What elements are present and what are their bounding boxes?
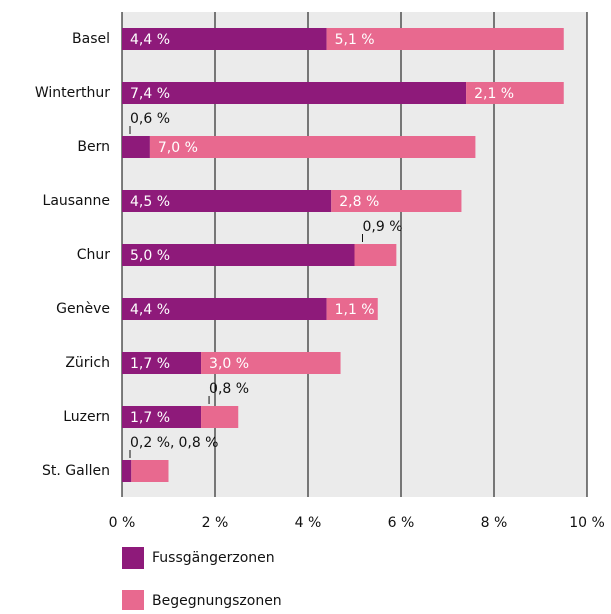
value-label: 4,5 % xyxy=(130,194,170,210)
y-tick-label: Zürich xyxy=(65,355,110,371)
value-label: 7,0 % xyxy=(158,140,198,156)
bar-segment xyxy=(326,28,564,50)
bar-segment xyxy=(122,136,150,158)
legend-label: Begegnungszonen xyxy=(152,593,282,609)
y-tick-label: Chur xyxy=(77,247,111,263)
x-tick-label: 4 % xyxy=(295,515,322,531)
value-label: 2,1 % xyxy=(474,86,514,102)
y-tick-label: Bern xyxy=(77,139,110,155)
x-tick-label: 8 % xyxy=(481,515,508,531)
value-label: 1,7 % xyxy=(130,410,170,426)
y-tick-label: Basel xyxy=(72,31,110,47)
value-label: 1,7 % xyxy=(130,356,170,372)
bar-segment xyxy=(201,406,239,428)
value-label: 0,9 % xyxy=(363,219,403,235)
bar-segment xyxy=(122,352,202,374)
x-tick-label: 10 % xyxy=(569,515,605,531)
bar-segment xyxy=(122,298,327,320)
y-tick-label: Genève xyxy=(56,301,110,317)
legend-swatch xyxy=(122,547,144,569)
value-label: 4,4 % xyxy=(130,32,170,48)
y-tick-label: Luzern xyxy=(63,409,110,425)
x-tick-label: 2 % xyxy=(202,515,229,531)
x-tick-label: 6 % xyxy=(388,515,415,531)
value-label: 5,0 % xyxy=(130,248,170,264)
bar-segment xyxy=(122,82,467,104)
bar-segment xyxy=(122,28,327,50)
value-label: 7,4 % xyxy=(130,86,170,102)
bar-segment xyxy=(326,298,378,320)
bar-segment xyxy=(122,244,355,266)
value-label: 0,2 %, xyxy=(130,435,174,451)
bar-segment xyxy=(331,190,462,212)
y-tick-label: St. Gallen xyxy=(42,463,110,479)
bar-segment xyxy=(201,352,341,374)
bar-segment xyxy=(122,190,332,212)
bar-segment xyxy=(122,460,132,482)
value-label: 0,8 % xyxy=(209,381,249,397)
bar-segment xyxy=(131,460,169,482)
legend-label: Fussgängerzonen xyxy=(152,550,275,566)
y-tick-label: Winterthur xyxy=(35,85,110,101)
value-label: 2,8 % xyxy=(339,194,379,210)
legend-swatch xyxy=(122,590,144,612)
value-label: 0,6 % xyxy=(130,111,170,127)
bar-segment xyxy=(354,244,397,266)
x-tick-label: 0 % xyxy=(109,515,136,531)
y-tick-label: Lausanne xyxy=(43,193,110,209)
value-label: 4,4 % xyxy=(130,302,170,318)
bar-segment xyxy=(466,82,564,104)
value-label: 0,8 % xyxy=(178,435,218,451)
bar-segment xyxy=(122,406,202,428)
value-label: 1,1 % xyxy=(335,302,375,318)
bar-segment xyxy=(149,136,476,158)
value-label: 5,1 % xyxy=(335,32,375,48)
value-label: 3,0 % xyxy=(209,356,249,372)
